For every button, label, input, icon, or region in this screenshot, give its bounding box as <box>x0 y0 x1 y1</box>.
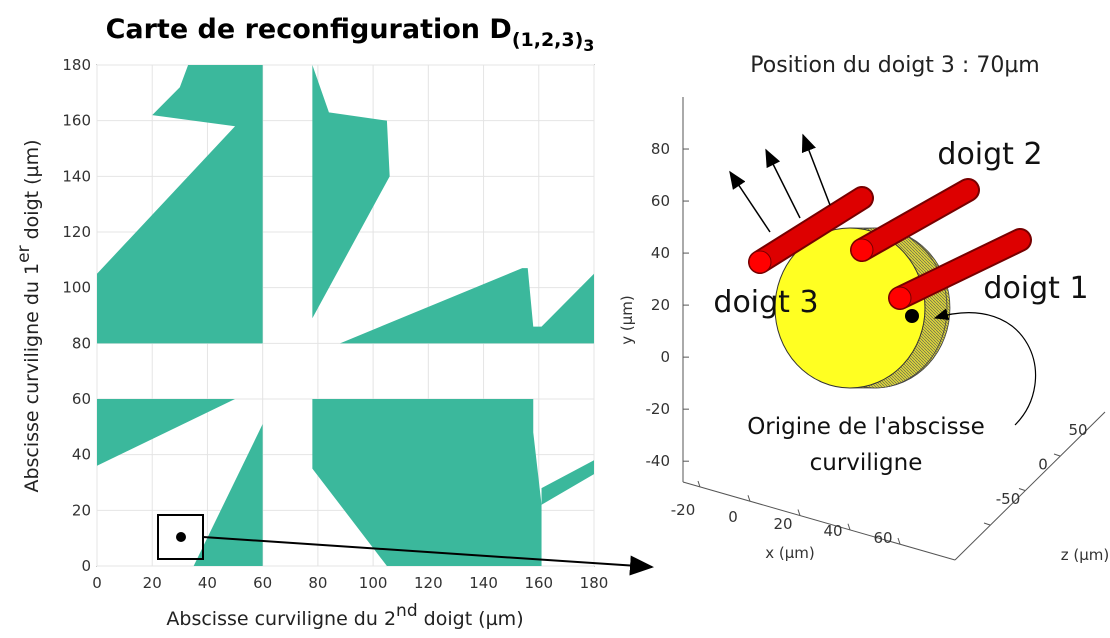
y-tick-label: 40 <box>651 244 670 262</box>
x-tick-label: 0 <box>92 574 102 592</box>
x-tick-label: 180 <box>580 574 609 592</box>
x-label-sup: nd <box>396 601 418 621</box>
y-label-part: Abscisse curviligne du 1 <box>21 263 43 493</box>
annotation: Origine de l'abscisse <box>747 414 985 440</box>
x-tick-label: 0 <box>728 508 738 526</box>
x-tick-label: -20 <box>671 501 696 519</box>
z-tick-label: 50 <box>1068 421 1087 439</box>
x-label-part: Abscisse curviligne du 2 <box>166 608 396 630</box>
z-tick-label: -50 <box>996 490 1021 508</box>
origin-arrow <box>933 308 1037 426</box>
x-axis-line <box>682 481 956 561</box>
x-tick-label: 100 <box>359 574 388 592</box>
y-tick-label: 140 <box>62 167 91 185</box>
annotation: doigt 3 <box>713 285 818 320</box>
origin-dot <box>905 309 919 323</box>
x-axis-label-3d: x (µm) <box>765 544 815 562</box>
annotation: curviligne <box>810 450 923 476</box>
highlight-dot <box>176 532 186 542</box>
x-tick <box>747 495 751 502</box>
z-tick <box>1018 488 1026 491</box>
y-tick-label: 80 <box>651 140 670 158</box>
z-tick <box>1053 453 1061 457</box>
x-tick-label: 40 <box>198 574 217 592</box>
title-main: Carte de reconfiguration D <box>106 14 512 45</box>
x-tick-label: 160 <box>524 574 553 592</box>
y-label-sup: er <box>14 245 34 262</box>
chart-title: Carte de reconfiguration D(1,2,3)3 <box>106 14 595 55</box>
y-tick-label: 120 <box>62 223 91 241</box>
y-tick-label: 20 <box>72 501 91 519</box>
y-tick-label: 180 <box>62 56 91 74</box>
link-arrow <box>202 536 654 576</box>
y-axis-label-3d: y (µm) <box>618 295 636 345</box>
y-tick-label: 80 <box>72 334 91 352</box>
panel-title: Position du doigt 3 : 70µm <box>750 53 1040 78</box>
feasible-region <box>312 65 390 319</box>
x-tick <box>697 480 701 488</box>
feasible-region <box>97 399 236 466</box>
x-tick-label: 120 <box>414 574 443 592</box>
x-label-part: doigt (µm) <box>418 608 524 630</box>
x-tick-label: 140 <box>469 574 498 592</box>
title-subscript: (1,2,3) <box>512 29 583 51</box>
y-tick-label: 60 <box>651 192 670 210</box>
annotation: doigt 2 <box>937 137 1042 172</box>
x-tick <box>797 509 801 516</box>
x-tick-label: 40 <box>823 522 842 540</box>
annotation: doigt 1 <box>983 271 1088 306</box>
y-label-part: doigt (µm) <box>21 139 43 245</box>
x-tick-label: 20 <box>773 515 792 533</box>
y-tick-label: 20 <box>651 296 670 314</box>
force-arrows <box>729 133 831 233</box>
x-axis-label: Abscisse curviligne du 2nd doigt (µm) <box>166 601 523 630</box>
y-tick-label: 100 <box>62 279 91 297</box>
y-tick-label: -40 <box>646 452 671 470</box>
feasible-region <box>97 65 263 344</box>
x-tick-label: 60 <box>253 574 272 592</box>
feasible-region <box>339 268 594 344</box>
y-axis-label: Abscisse curviligne du 1er doigt (µm) <box>14 139 43 492</box>
x-tick-label: 80 <box>308 574 327 592</box>
feasible-region <box>312 399 594 566</box>
y-tick-label: 160 <box>62 112 91 130</box>
z-axis-label-3d: z (µm) <box>1061 546 1110 564</box>
x-tick <box>847 523 851 530</box>
x-tick <box>897 537 901 545</box>
title-subsubscript: 3 <box>583 36 594 55</box>
y-tick-label: 0 <box>81 557 91 575</box>
z-tick <box>983 522 991 526</box>
y-tick-label: 0 <box>660 348 670 366</box>
z-tick-label: 0 <box>1038 456 1048 474</box>
x-tick-label: 20 <box>143 574 162 592</box>
z-axis-line <box>954 411 1106 561</box>
y-tick-label: 40 <box>72 446 91 464</box>
feasible-region <box>193 424 263 566</box>
x-tick-label: 60 <box>873 529 892 547</box>
y-tick-label: 60 <box>72 390 91 408</box>
rods <box>748 178 1032 310</box>
y-tick-label: -20 <box>646 400 671 418</box>
